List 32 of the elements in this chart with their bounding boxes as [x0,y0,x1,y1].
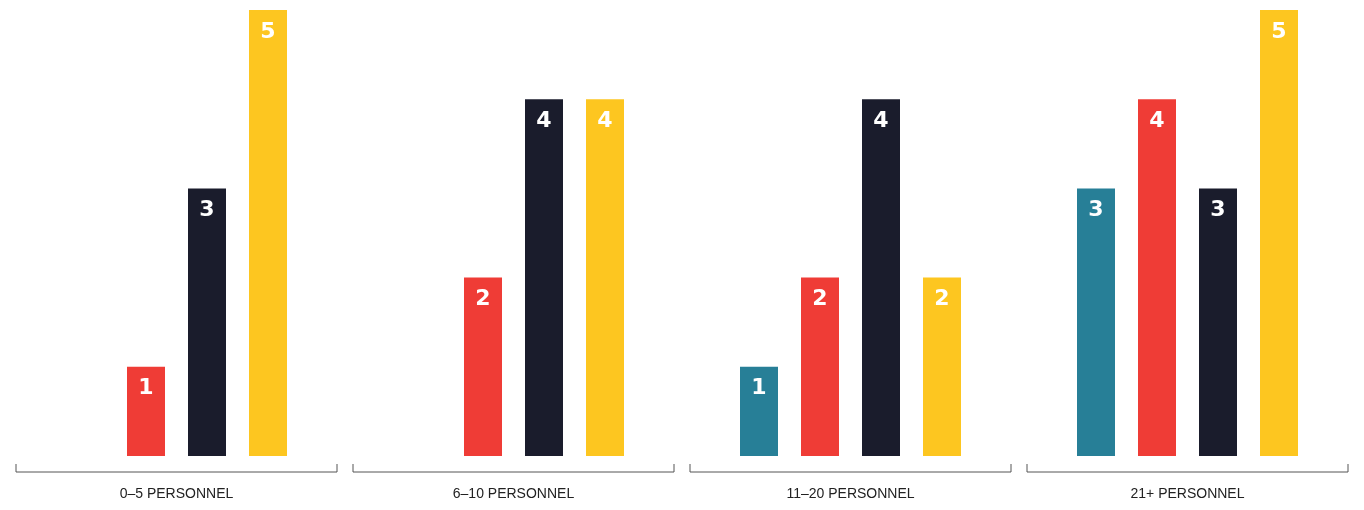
bar [1199,188,1237,456]
data-label: 1 [751,374,767,400]
bar [801,277,839,456]
x-tick-label: 0–5 PERSONNEL [119,485,234,501]
bar [127,366,165,456]
bar [1260,10,1298,456]
data-label: 3 [1210,196,1226,222]
bar [586,99,624,456]
bar [1138,99,1176,456]
data-label: 4 [597,106,613,132]
data-label: 2 [812,285,828,311]
bar [923,277,961,456]
bar [1077,188,1115,456]
data-label: 1 [138,374,154,400]
bar [249,10,287,456]
data-label: 5 [260,17,276,43]
bar [464,277,502,456]
bar [862,99,900,456]
x-tick-label: 6–10 PERSONNEL [452,485,575,501]
bar [740,366,778,456]
data-label: 5 [1271,17,1287,43]
data-label: 2 [475,285,491,311]
data-label: 2 [934,285,950,311]
data-label: 4 [1149,106,1165,132]
bar [188,188,226,456]
data-label: 4 [873,106,889,132]
data-label: 3 [199,196,215,222]
data-label: 4 [536,106,552,132]
bar [525,99,563,456]
x-tick-label: 11–20 PERSONNEL [786,485,915,501]
data-label: 3 [1088,196,1104,222]
x-tick-label: 21+ PERSONNEL [1130,485,1245,501]
